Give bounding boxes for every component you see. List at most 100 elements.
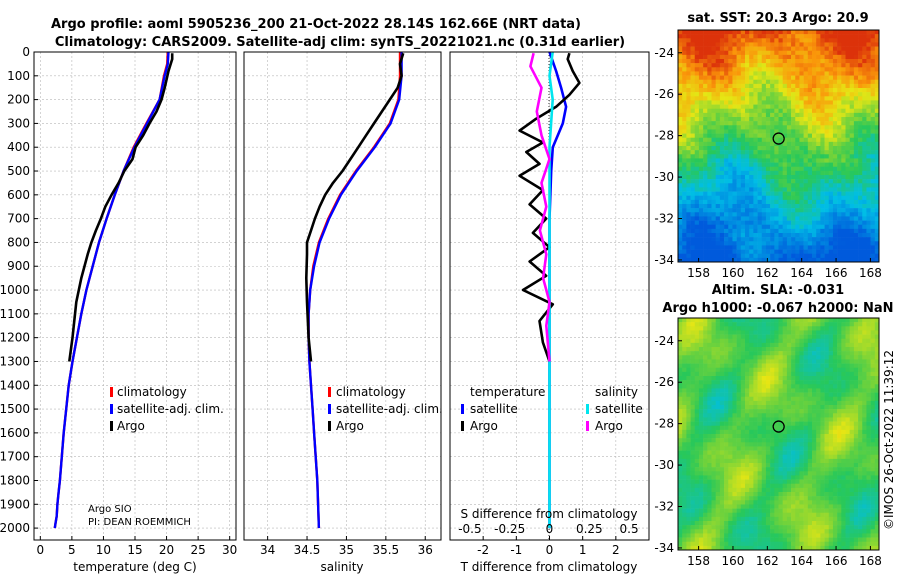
map-cell xyxy=(749,334,754,340)
map-cell xyxy=(837,413,842,418)
map-cell xyxy=(841,75,846,81)
map-cell xyxy=(870,71,876,76)
map-cell xyxy=(870,318,876,323)
map-cell xyxy=(866,79,871,85)
map-cell xyxy=(874,30,880,35)
map-cell xyxy=(707,104,712,110)
map-cell xyxy=(845,363,850,369)
map-cell xyxy=(803,42,809,47)
map-cell xyxy=(803,108,809,114)
map-cell xyxy=(703,208,708,213)
map-cell xyxy=(849,175,855,180)
map-cell xyxy=(782,338,788,344)
map-cell xyxy=(820,208,825,213)
map-cell xyxy=(694,83,700,89)
map-cell xyxy=(832,475,838,480)
map-cell xyxy=(795,241,800,246)
map-cell xyxy=(812,71,817,76)
map-cell xyxy=(791,249,796,255)
map-cell xyxy=(870,342,876,348)
map-cell xyxy=(832,417,838,422)
map-cell xyxy=(862,96,867,101)
map-cell xyxy=(770,417,775,422)
map-cell xyxy=(828,330,834,335)
map-cell xyxy=(749,92,754,97)
map-cell xyxy=(753,228,758,234)
map-cell xyxy=(837,376,842,381)
map-cell xyxy=(853,425,859,431)
map-cell xyxy=(770,42,775,47)
map-cell xyxy=(832,117,838,122)
map-cell xyxy=(832,326,838,331)
map-cell xyxy=(778,228,783,234)
map-cell xyxy=(820,59,825,64)
map-cell xyxy=(820,483,825,489)
map-cell xyxy=(678,454,683,460)
map-cell xyxy=(736,125,742,130)
map-cell xyxy=(837,104,842,110)
map-cell xyxy=(770,150,775,155)
map-cell xyxy=(749,388,754,393)
map-cell xyxy=(753,417,758,422)
map-cell xyxy=(707,162,712,168)
map-cell xyxy=(711,154,716,159)
map-cell xyxy=(724,96,729,101)
map-cell xyxy=(745,334,750,340)
map-cell xyxy=(807,257,813,263)
map-cell xyxy=(703,425,708,431)
map-cell xyxy=(845,166,850,172)
map-cell xyxy=(837,133,842,139)
map-cell xyxy=(765,380,771,385)
map-cell xyxy=(816,458,821,464)
map-cell xyxy=(682,454,687,460)
map-cell xyxy=(820,96,825,101)
map-cell xyxy=(740,434,746,439)
map-cell xyxy=(845,442,850,447)
map-cell xyxy=(791,326,796,331)
map-cell xyxy=(870,425,876,431)
map-cell xyxy=(841,454,846,460)
map-cell xyxy=(707,400,712,406)
map-cell xyxy=(690,42,696,47)
map-cell xyxy=(757,318,763,323)
map-cell xyxy=(870,434,876,439)
map-cell xyxy=(765,409,771,414)
map-cell xyxy=(870,191,876,197)
map-cell xyxy=(858,241,863,246)
map-cell xyxy=(745,233,750,238)
map-cell xyxy=(719,475,725,480)
map-cell xyxy=(719,75,725,81)
map-cell xyxy=(724,342,729,348)
map-cell xyxy=(774,245,779,250)
series-line-climatology xyxy=(307,52,402,529)
map-cell xyxy=(707,475,712,480)
map-cell xyxy=(862,154,867,159)
map-cell xyxy=(690,146,696,151)
map-cell xyxy=(866,67,871,72)
map-cell xyxy=(849,92,855,97)
map-cell xyxy=(791,450,796,456)
map-cell xyxy=(774,191,779,197)
map-cell xyxy=(782,429,788,435)
map-cell xyxy=(711,359,716,364)
map-cell xyxy=(820,30,825,35)
map-cell xyxy=(686,326,691,331)
map-cell xyxy=(812,216,817,221)
map-cell xyxy=(874,208,880,213)
map-cell xyxy=(870,59,876,64)
map-cell xyxy=(732,463,737,468)
map-cell xyxy=(807,467,813,472)
map-cell xyxy=(678,409,683,414)
map-cell xyxy=(795,417,800,422)
map-cell xyxy=(749,359,754,364)
map-cell xyxy=(770,187,775,192)
map-cell xyxy=(724,125,729,130)
map-cell xyxy=(724,154,729,159)
map-cell xyxy=(765,100,771,105)
map-cell xyxy=(707,413,712,418)
map-cell xyxy=(765,438,771,443)
map-cell xyxy=(694,146,700,151)
map-cell xyxy=(841,199,846,205)
map-cell xyxy=(866,59,871,64)
map-cell xyxy=(770,183,775,188)
